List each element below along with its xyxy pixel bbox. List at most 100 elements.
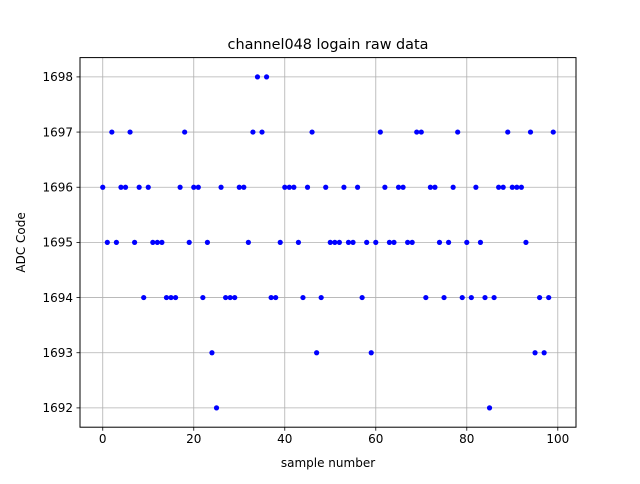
- data-point: [414, 129, 420, 135]
- data-point: [168, 294, 174, 301]
- data-point: [445, 239, 452, 245]
- data-point: [273, 294, 279, 301]
- data-point: [550, 129, 556, 135]
- data-point: [359, 294, 365, 301]
- data-point: [377, 129, 383, 135]
- y-tick-label: 1693: [42, 346, 73, 360]
- data-point: [441, 294, 447, 301]
- data-point: [122, 184, 129, 190]
- data-point: [341, 184, 347, 190]
- data-point: [263, 74, 270, 80]
- data-point: [195, 184, 201, 190]
- data-point: [527, 129, 534, 135]
- data-point: [291, 184, 297, 190]
- data-point: [136, 184, 142, 190]
- data-point: [386, 239, 393, 245]
- data-point: [482, 294, 488, 301]
- data-point: [204, 239, 211, 245]
- data-point: [209, 350, 215, 356]
- data-point: [418, 129, 424, 135]
- data-point: [505, 129, 511, 135]
- data-point: [295, 239, 302, 245]
- data-point: [436, 239, 443, 245]
- data-point: [127, 129, 133, 135]
- data-point: [382, 184, 388, 190]
- data-point: [218, 184, 224, 190]
- data-point: [532, 350, 538, 356]
- data-point: [496, 184, 502, 190]
- data-point: [100, 184, 106, 190]
- data-point: [400, 184, 406, 190]
- data-point: [318, 294, 324, 301]
- x-tick-label: 80: [459, 432, 474, 446]
- data-point: [282, 184, 288, 190]
- data-point: [468, 294, 474, 301]
- data-point: [327, 239, 333, 245]
- y-tick-label: 1695: [42, 236, 73, 250]
- data-point: [186, 239, 192, 245]
- data-point: [141, 294, 147, 301]
- data-point: [309, 129, 315, 135]
- data-point: [177, 184, 183, 190]
- x-tick-label: 100: [546, 432, 569, 446]
- x-tick-label: 0: [99, 432, 107, 446]
- data-point: [109, 129, 115, 135]
- data-point: [541, 350, 547, 356]
- data-point: [154, 239, 160, 245]
- data-point: [113, 239, 120, 245]
- data-point: [395, 184, 402, 190]
- data-point: [227, 294, 233, 301]
- data-point: [250, 129, 256, 135]
- data-point: [364, 239, 370, 245]
- data-point: [536, 294, 543, 301]
- data-point: [354, 184, 361, 190]
- data-point: [477, 239, 484, 245]
- data-point: [236, 184, 242, 190]
- data-point: [423, 294, 429, 301]
- chart-title: channel048 logain raw data: [228, 37, 429, 53]
- data-point: [213, 405, 220, 411]
- data-point: [523, 239, 529, 245]
- x-axis-ticks: 0 20 40 60 80 100: [99, 427, 569, 446]
- data-point: [373, 239, 379, 245]
- data-point: [405, 239, 411, 245]
- data-point: [350, 239, 356, 245]
- y-axis-label: ADC Code: [14, 212, 28, 272]
- data-point: [491, 294, 497, 301]
- data-point: [459, 294, 465, 301]
- x-tick-label: 60: [368, 432, 383, 446]
- data-point: [509, 184, 515, 190]
- data-point: [132, 239, 138, 245]
- data-point: [518, 184, 524, 190]
- data-point: [332, 239, 338, 245]
- data-point: [304, 184, 311, 190]
- data-point: [232, 294, 238, 301]
- data-point: [500, 184, 506, 190]
- data-point: [432, 184, 438, 190]
- y-axis-ticks: 1692 1693 1694 1695 1696 1697 1698: [42, 70, 80, 415]
- data-point: [104, 239, 110, 245]
- data-point: [455, 129, 461, 135]
- x-axis-label: sample number: [281, 456, 375, 470]
- y-tick-label: 1697: [42, 125, 73, 139]
- data-point: [514, 184, 520, 190]
- data-point: [391, 239, 397, 245]
- data-point: [427, 184, 433, 190]
- data-point: [191, 184, 197, 190]
- data-point: [163, 294, 170, 301]
- data-point: [409, 239, 415, 245]
- data-point: [473, 184, 479, 190]
- y-tick-label: 1694: [42, 291, 73, 305]
- x-tick-label: 40: [277, 432, 292, 446]
- data-point: [464, 239, 470, 245]
- data-point: [182, 129, 188, 135]
- data-point: [118, 184, 124, 190]
- data-point: [259, 129, 265, 135]
- data-point: [336, 239, 342, 245]
- data-point: [450, 184, 456, 190]
- data-point: [345, 239, 352, 245]
- data-point: [323, 184, 329, 190]
- data-point: [314, 350, 320, 356]
- data-point: [268, 294, 274, 301]
- data-point: [286, 184, 292, 190]
